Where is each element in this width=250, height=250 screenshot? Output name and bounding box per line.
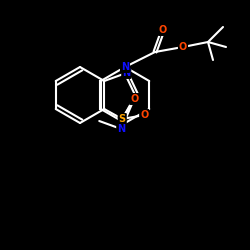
Text: S: S [119,114,126,124]
Text: O: O [179,42,187,52]
Text: O: O [140,110,148,120]
Text: O: O [130,94,138,104]
Text: N: N [117,124,125,134]
Text: N: N [121,62,129,72]
Text: N: N [122,68,130,78]
Text: O: O [159,25,167,35]
